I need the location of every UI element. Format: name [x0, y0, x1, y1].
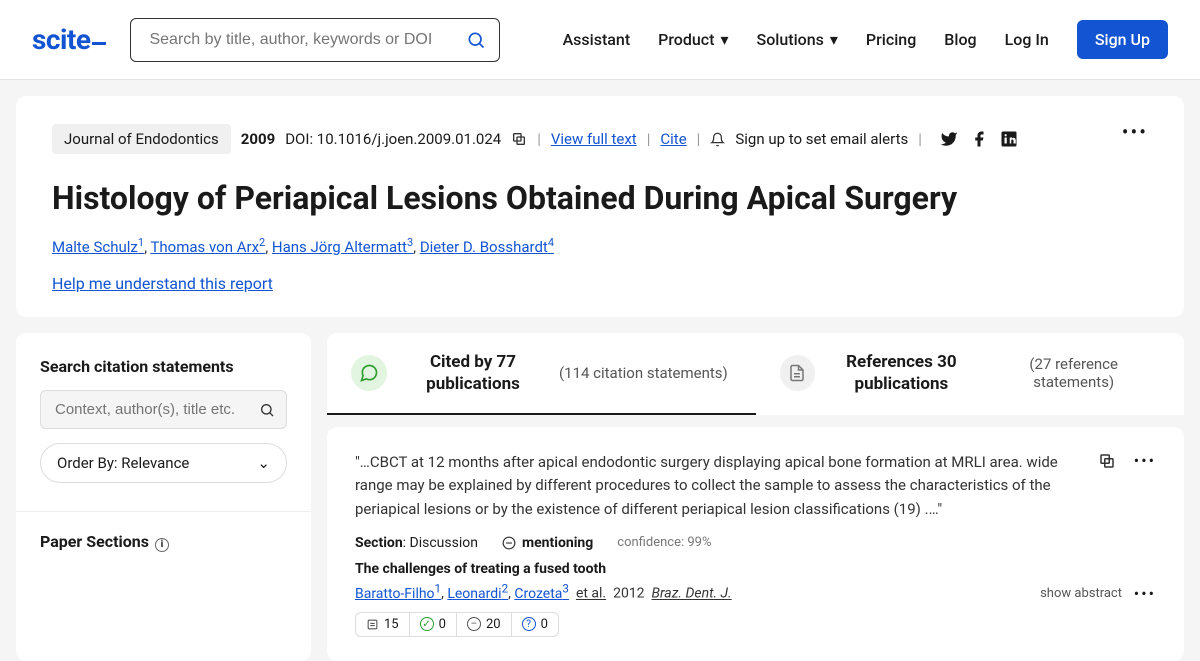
badge-mentioning[interactable]: –20 — [457, 613, 512, 636]
more-menu-icon[interactable]: ••• — [1134, 584, 1156, 603]
nav-blog[interactable]: Blog — [944, 30, 976, 49]
tabs: Cited by 77 publications (114 citation s… — [327, 333, 1184, 415]
nav-assistant[interactable]: Assistant — [563, 30, 631, 49]
authors-list: Malte Schulz1, Thomas von Arx2, Hans Jör… — [52, 236, 1148, 256]
citation-badges: 15 ✓0 –20 ?0 — [355, 612, 559, 637]
view-full-text-link[interactable]: View full text — [551, 130, 637, 148]
tab-refs-sub: (27 reference statements) — [987, 355, 1160, 391]
chevron-down-icon: ⌄ — [257, 454, 270, 472]
paper-doi: DOI: 10.1016/j.joen.2009.01.024 — [285, 130, 501, 148]
facebook-icon[interactable] — [970, 130, 988, 148]
paper-year: 2009 — [241, 130, 275, 148]
copy-icon[interactable] — [1098, 452, 1116, 470]
author-link[interactable]: Crozeta3 — [514, 586, 569, 602]
copy-doi-icon[interactable] — [511, 131, 527, 147]
nav-solutions[interactable]: Solutions▾ — [757, 30, 838, 49]
paper-title: Histology of Periapical Lesions Obtained… — [52, 178, 1148, 218]
bell-icon[interactable] — [710, 132, 725, 147]
help-understand-link[interactable]: Help me understand this report — [52, 274, 1148, 293]
more-menu-icon[interactable]: ••• — [1122, 120, 1148, 144]
citation-search-input[interactable] — [40, 390, 287, 429]
badge-total[interactable]: 15 — [356, 613, 410, 636]
chevron-down-icon: ▾ — [830, 30, 838, 49]
order-by-select[interactable]: Order By: Relevance ⌄ — [40, 443, 287, 483]
twitter-icon[interactable] — [940, 130, 958, 148]
citation-card: ••• "…CBCT at 12 months after apical end… — [327, 427, 1184, 660]
nav-product[interactable]: Product▾ — [658, 30, 728, 49]
author-link[interactable]: Thomas von Arx2 — [150, 238, 265, 256]
search-input[interactable] — [130, 18, 500, 62]
chevron-down-icon: ▾ — [720, 30, 728, 49]
alerts-text[interactable]: Sign up to set email alerts — [735, 130, 908, 148]
mentioning-icon — [502, 536, 516, 550]
author-link[interactable]: Hans Jörg Altermatt3 — [272, 238, 413, 256]
author-link[interactable]: Dieter D. Bosshardt4 — [420, 238, 554, 256]
author-link[interactable]: Leonardi2 — [447, 586, 508, 602]
journal-pill[interactable]: Journal of Endodontics — [52, 124, 231, 154]
info-icon[interactable]: i — [155, 538, 169, 552]
tab-cited-sub: (114 citation statements) — [559, 364, 728, 382]
nav-pricing[interactable]: Pricing — [866, 30, 916, 49]
citing-authors: Baratto-Filho1, Leonardi2, Crozeta3 et a… — [355, 581, 1156, 602]
logo[interactable]: scite — [32, 23, 106, 56]
badge-unknown[interactable]: ?0 — [512, 613, 558, 636]
search-icon[interactable] — [466, 30, 486, 50]
paper-card: ••• Journal of Endodontics 2009 DOI: 10.… — [16, 96, 1184, 317]
linkedin-icon[interactable] — [1000, 130, 1018, 148]
search-icon[interactable] — [259, 402, 275, 418]
etal[interactable]: et al. — [576, 586, 606, 602]
cite-link[interactable]: Cite — [660, 130, 686, 148]
signup-button[interactable]: Sign Up — [1077, 20, 1168, 59]
author-link[interactable]: Baratto-Filho1 — [355, 586, 441, 602]
citation-quote: "…CBCT at 12 months after apical endodon… — [355, 451, 1095, 521]
citation-icon — [351, 355, 387, 391]
nav-login[interactable]: Log In — [1005, 30, 1049, 49]
show-abstract-button[interactable]: show abstract — [1040, 586, 1122, 601]
badge-supporting[interactable]: ✓0 — [410, 613, 457, 636]
tab-cited-by[interactable]: Cited by 77 publications (114 citation s… — [327, 333, 756, 415]
header-search — [130, 18, 500, 62]
sidebar-search-title: Search citation statements — [40, 357, 287, 376]
author-link[interactable]: Malte Schulz1 — [52, 238, 144, 256]
paper-sections-title: Paper Sectionsi — [40, 532, 287, 552]
sidebar: Search citation statements Order By: Rel… — [16, 333, 311, 661]
tab-references[interactable]: References 30 publications (27 reference… — [756, 333, 1185, 415]
more-menu-icon[interactable]: ••• — [1134, 451, 1156, 470]
tab-cited-label: Cited by 77 publications — [403, 351, 543, 395]
document-icon — [780, 355, 816, 391]
citing-paper-title[interactable]: The challenges of treating a fused tooth — [355, 561, 1156, 577]
tab-refs-label: References 30 publications — [831, 351, 971, 395]
